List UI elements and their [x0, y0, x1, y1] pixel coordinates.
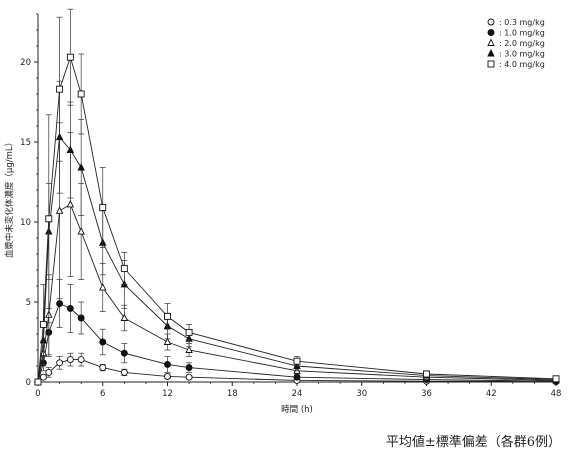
data-point: [164, 372, 171, 380]
data-point: [77, 356, 85, 364]
chart-legend: : 0.3 mg/kg : 1.0 mg/kg: 2.0 mg/kg : 3.0 m…: [487, 18, 545, 69]
series-4: [34, 80, 560, 385]
data-point: [66, 145, 75, 153]
data-point: [185, 328, 193, 336]
legend-marker: [487, 18, 495, 26]
data-point: [77, 163, 85, 171]
data-point: [99, 204, 107, 212]
data-point: [77, 90, 85, 98]
data-point: [56, 85, 64, 93]
data-point: [77, 227, 85, 235]
data-point: [66, 304, 74, 312]
y-tick-label: 15: [20, 138, 31, 148]
x-tick-label: 36: [421, 389, 432, 399]
x-tick-label: 48: [551, 389, 562, 399]
data-point: [120, 349, 128, 357]
data-point: [552, 375, 560, 383]
data-point: [77, 314, 85, 322]
data-point: [164, 360, 171, 368]
legend-label: : 0.3 mg/kg: [499, 18, 545, 27]
x-axis-label: 時間 (h): [281, 405, 313, 415]
x-tick-label: 24: [292, 389, 303, 399]
data-point: [66, 356, 74, 364]
data-point: [66, 53, 74, 61]
data-point: [34, 378, 42, 386]
data-point: [120, 368, 128, 376]
series-line: [37, 203, 557, 383]
x-tick-label: 42: [486, 389, 497, 399]
y-tick-label: 5: [26, 298, 31, 308]
legend-label: : 2.0 mg/kg: [499, 39, 545, 48]
data-point: [293, 357, 301, 365]
data-point: [293, 373, 301, 381]
data-point: [185, 373, 193, 381]
y-tick-label: 10: [20, 218, 31, 228]
data-point: [185, 364, 193, 372]
x-tick-label: 30: [356, 389, 367, 399]
series-line: [37, 136, 557, 383]
legend-marker: [487, 48, 495, 57]
data-point: [164, 312, 171, 320]
legend-label: : 4.0 mg/kg: [499, 60, 545, 69]
data-point: [56, 359, 64, 367]
legend-label: : 1.0 mg/kg: [499, 29, 545, 38]
y-axis-label: 血漿中未変化体濃度（μg/mL）: [4, 138, 15, 258]
data-point: [120, 264, 128, 272]
legend-marker: [487, 38, 495, 46]
data-point: [120, 313, 129, 321]
y-tick-label: 0: [26, 378, 31, 388]
data-point: [56, 300, 64, 308]
data-point: [66, 199, 75, 208]
data-point: [99, 283, 107, 291]
x-tick-label: 0: [35, 389, 40, 399]
data-point: [39, 373, 47, 381]
data-point: [45, 368, 53, 376]
x-tick-label: 6: [100, 389, 105, 399]
data-point: [423, 370, 430, 378]
pk-concentration-chart: 0 6 12 18 24 30 36 42 48 0 5 10 15 20 : 0.3 mg/kg : 1.…: [4, 8, 562, 415]
data-point: [45, 215, 53, 223]
x-tick-label: 18: [227, 389, 238, 399]
series-5: [34, 8, 560, 386]
series-line: [37, 55, 557, 383]
legend-marker: [487, 29, 495, 36]
chart-axes: 0 6 12 18 24 30 36 42 48 0 5 10 15 20: [20, 13, 562, 399]
legend-label: : 3.0 mg/kg: [499, 50, 545, 59]
series-3: [34, 122, 560, 385]
footnote: 平均値±標準偏差（各群6例）: [385, 435, 561, 450]
data-point: [185, 345, 193, 353]
data-point: [99, 338, 107, 346]
data-point: [163, 337, 172, 345]
chart-series: [34, 8, 560, 386]
y-tick-label: 20: [20, 58, 31, 68]
data-point: [55, 206, 64, 214]
data-point: [99, 364, 107, 372]
legend-marker: [487, 60, 495, 68]
data-point: [39, 320, 47, 328]
x-tick-label: 12: [162, 389, 173, 399]
